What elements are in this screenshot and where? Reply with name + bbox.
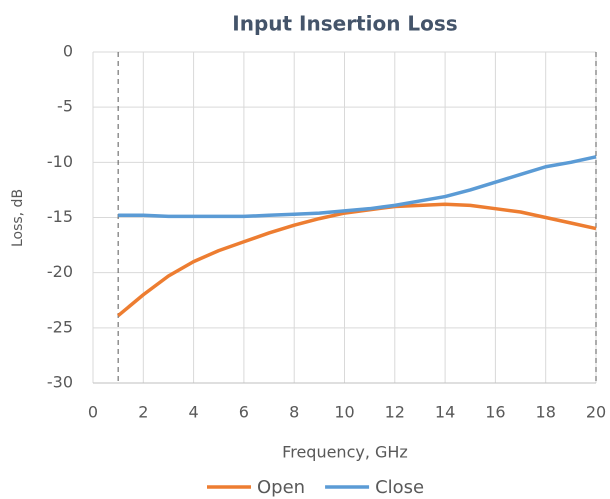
y-tick-label: -20 — [47, 262, 73, 281]
x-tick-label: 6 — [239, 403, 249, 422]
x-tick-label: 18 — [536, 403, 556, 422]
x-tick-label: 12 — [385, 403, 405, 422]
x-tick-label: 20 — [586, 403, 606, 422]
chart-title: Input Insertion Loss — [232, 12, 457, 36]
x-tick-label: 0 — [88, 403, 98, 422]
y-tick-label: -5 — [57, 97, 73, 116]
x-tick-label: 8 — [289, 403, 299, 422]
x-tick-label: 14 — [435, 403, 455, 422]
x-tick-label: 2 — [138, 403, 148, 422]
series-line — [118, 155, 597, 219]
y-tick-label: -15 — [47, 207, 73, 226]
y-tick-label: -25 — [47, 317, 73, 336]
x-axis-label: Frequency, GHz — [282, 443, 408, 462]
y-tick-label: -30 — [47, 373, 73, 392]
series-line — [117, 202, 597, 318]
legend-label: Open — [257, 477, 305, 498]
legend-label: Close — [375, 477, 424, 498]
x-tick-label: 10 — [334, 403, 354, 422]
y-tick-label: -10 — [47, 152, 73, 171]
y-tick-label: 0 — [63, 42, 73, 61]
x-tick-label: 4 — [189, 403, 199, 422]
x-tick-label: 16 — [485, 403, 505, 422]
y-axis-label: Loss, dB — [10, 189, 26, 247]
